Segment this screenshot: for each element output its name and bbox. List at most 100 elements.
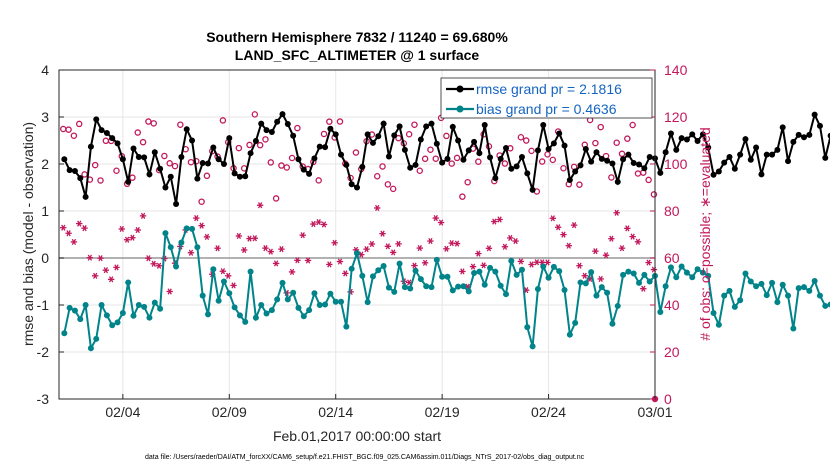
bias-point — [295, 304, 302, 311]
possible-obs-marker — [65, 126, 72, 133]
rmse-point — [678, 135, 685, 142]
evaluated-obs-marker — [60, 224, 67, 231]
bias-point — [332, 298, 339, 305]
bias-point — [263, 310, 270, 317]
bias-point — [290, 289, 297, 296]
possible-obs-marker — [538, 158, 546, 165]
bias-point — [343, 323, 350, 330]
evaluated-obs-marker — [374, 204, 381, 212]
evaluated-obs-marker — [437, 219, 445, 226]
rmse-point — [529, 186, 536, 193]
possible-obs-marker — [544, 151, 551, 158]
bias-point — [508, 257, 515, 264]
rmse-point — [508, 165, 515, 172]
x-tick-label: 02/14 — [318, 404, 353, 420]
evaluated-obs-marker — [134, 226, 141, 234]
evaluated-obs-stroke — [614, 209, 619, 216]
y-tick-label: -3 — [37, 391, 50, 407]
evaluated-obs-stroke — [140, 212, 146, 219]
evaluated-obs-marker — [150, 260, 157, 267]
evaluated-obs-marker — [336, 258, 344, 265]
evaluated-obs-marker — [544, 259, 551, 266]
bias-point — [524, 324, 531, 331]
right-tick-label: 100 — [664, 156, 688, 172]
evaluated-obs-stroke — [385, 243, 391, 250]
bias-point — [534, 286, 541, 293]
bias-point — [710, 309, 717, 316]
possible-obs-marker — [421, 155, 429, 163]
possible-obs-marker — [246, 141, 253, 149]
evaluated-obs-stroke — [460, 268, 465, 275]
possible-obs-marker — [384, 181, 392, 188]
rmse-point — [614, 178, 621, 185]
legend-box — [440, 77, 653, 119]
evaluated-obs-stroke — [242, 246, 247, 254]
evaluated-obs-stroke — [396, 240, 401, 247]
bias-point — [220, 278, 227, 285]
evaluated-obs-stroke — [545, 259, 550, 266]
rmse-point — [465, 147, 472, 154]
evaluated-obs-marker — [91, 272, 99, 279]
rmse-point — [98, 127, 105, 134]
bias-point — [646, 278, 653, 285]
bias-point — [274, 296, 281, 303]
evaluated-obs-stroke — [108, 276, 114, 283]
rmse-point — [263, 127, 270, 134]
evaluated-obs-stroke — [252, 235, 257, 242]
possible-obs-marker — [501, 160, 509, 167]
rmse-point — [87, 143, 94, 150]
bias-point — [423, 283, 430, 290]
evaluated-obs-stroke — [375, 204, 380, 212]
evaluated-obs-stroke — [199, 222, 204, 229]
bias-point — [785, 292, 792, 299]
right-tick-label: 120 — [664, 109, 688, 125]
evaluated-obs-marker — [320, 221, 328, 228]
rmse-point — [295, 156, 302, 163]
bias-point — [338, 298, 345, 305]
rmse-point — [689, 131, 696, 138]
evaluated-obs-marker — [581, 272, 588, 279]
evaluated-obs-stroke — [124, 236, 130, 243]
rmse-point — [354, 184, 360, 191]
bias-point — [417, 276, 424, 283]
possible-obs-marker — [576, 181, 583, 188]
bias-point — [316, 302, 323, 308]
evaluated-obs-stroke — [343, 270, 348, 277]
bias-point — [779, 281, 786, 288]
x-tick-label: 02/24 — [531, 404, 566, 420]
bias-point — [657, 309, 664, 316]
evaluated-obs-marker — [453, 240, 461, 247]
bias-point — [396, 260, 403, 267]
possible-obs-marker — [448, 160, 455, 167]
evaluated-obs-marker — [70, 238, 78, 246]
rmse-point — [439, 159, 446, 166]
bias-point — [236, 312, 243, 319]
evaluated-obs-stroke — [226, 272, 231, 279]
evaluated-obs-marker — [123, 236, 131, 243]
possible-obs-marker — [320, 130, 328, 138]
evaluated-obs-stroke — [220, 268, 226, 275]
right-tick-label: 80 — [664, 203, 680, 219]
bias-point — [348, 265, 355, 272]
rmse-point — [731, 165, 738, 172]
evaluated-obs-marker — [315, 218, 322, 226]
evaluated-obs-stroke — [534, 259, 540, 266]
possible-obs-marker — [443, 132, 450, 140]
evaluated-obs-stroke — [625, 225, 630, 232]
evaluated-obs-marker — [81, 225, 88, 232]
evaluated-obs-stroke — [508, 234, 513, 242]
bias-point — [721, 292, 728, 299]
bias-point — [439, 273, 446, 280]
bias-point — [231, 304, 238, 311]
bias-point — [630, 270, 637, 277]
evaluated-obs-marker — [65, 230, 72, 237]
evaluated-obs-stroke — [257, 202, 263, 209]
rmse-point — [721, 159, 728, 166]
evaluated-obs-marker — [294, 257, 301, 264]
bias-point — [763, 292, 770, 299]
bias-point — [428, 284, 435, 291]
evaluated-obs-stroke — [454, 240, 460, 247]
possible-obs-marker — [134, 129, 142, 136]
possible-obs-marker — [70, 132, 78, 139]
evaluated-obs-stroke — [433, 214, 438, 222]
